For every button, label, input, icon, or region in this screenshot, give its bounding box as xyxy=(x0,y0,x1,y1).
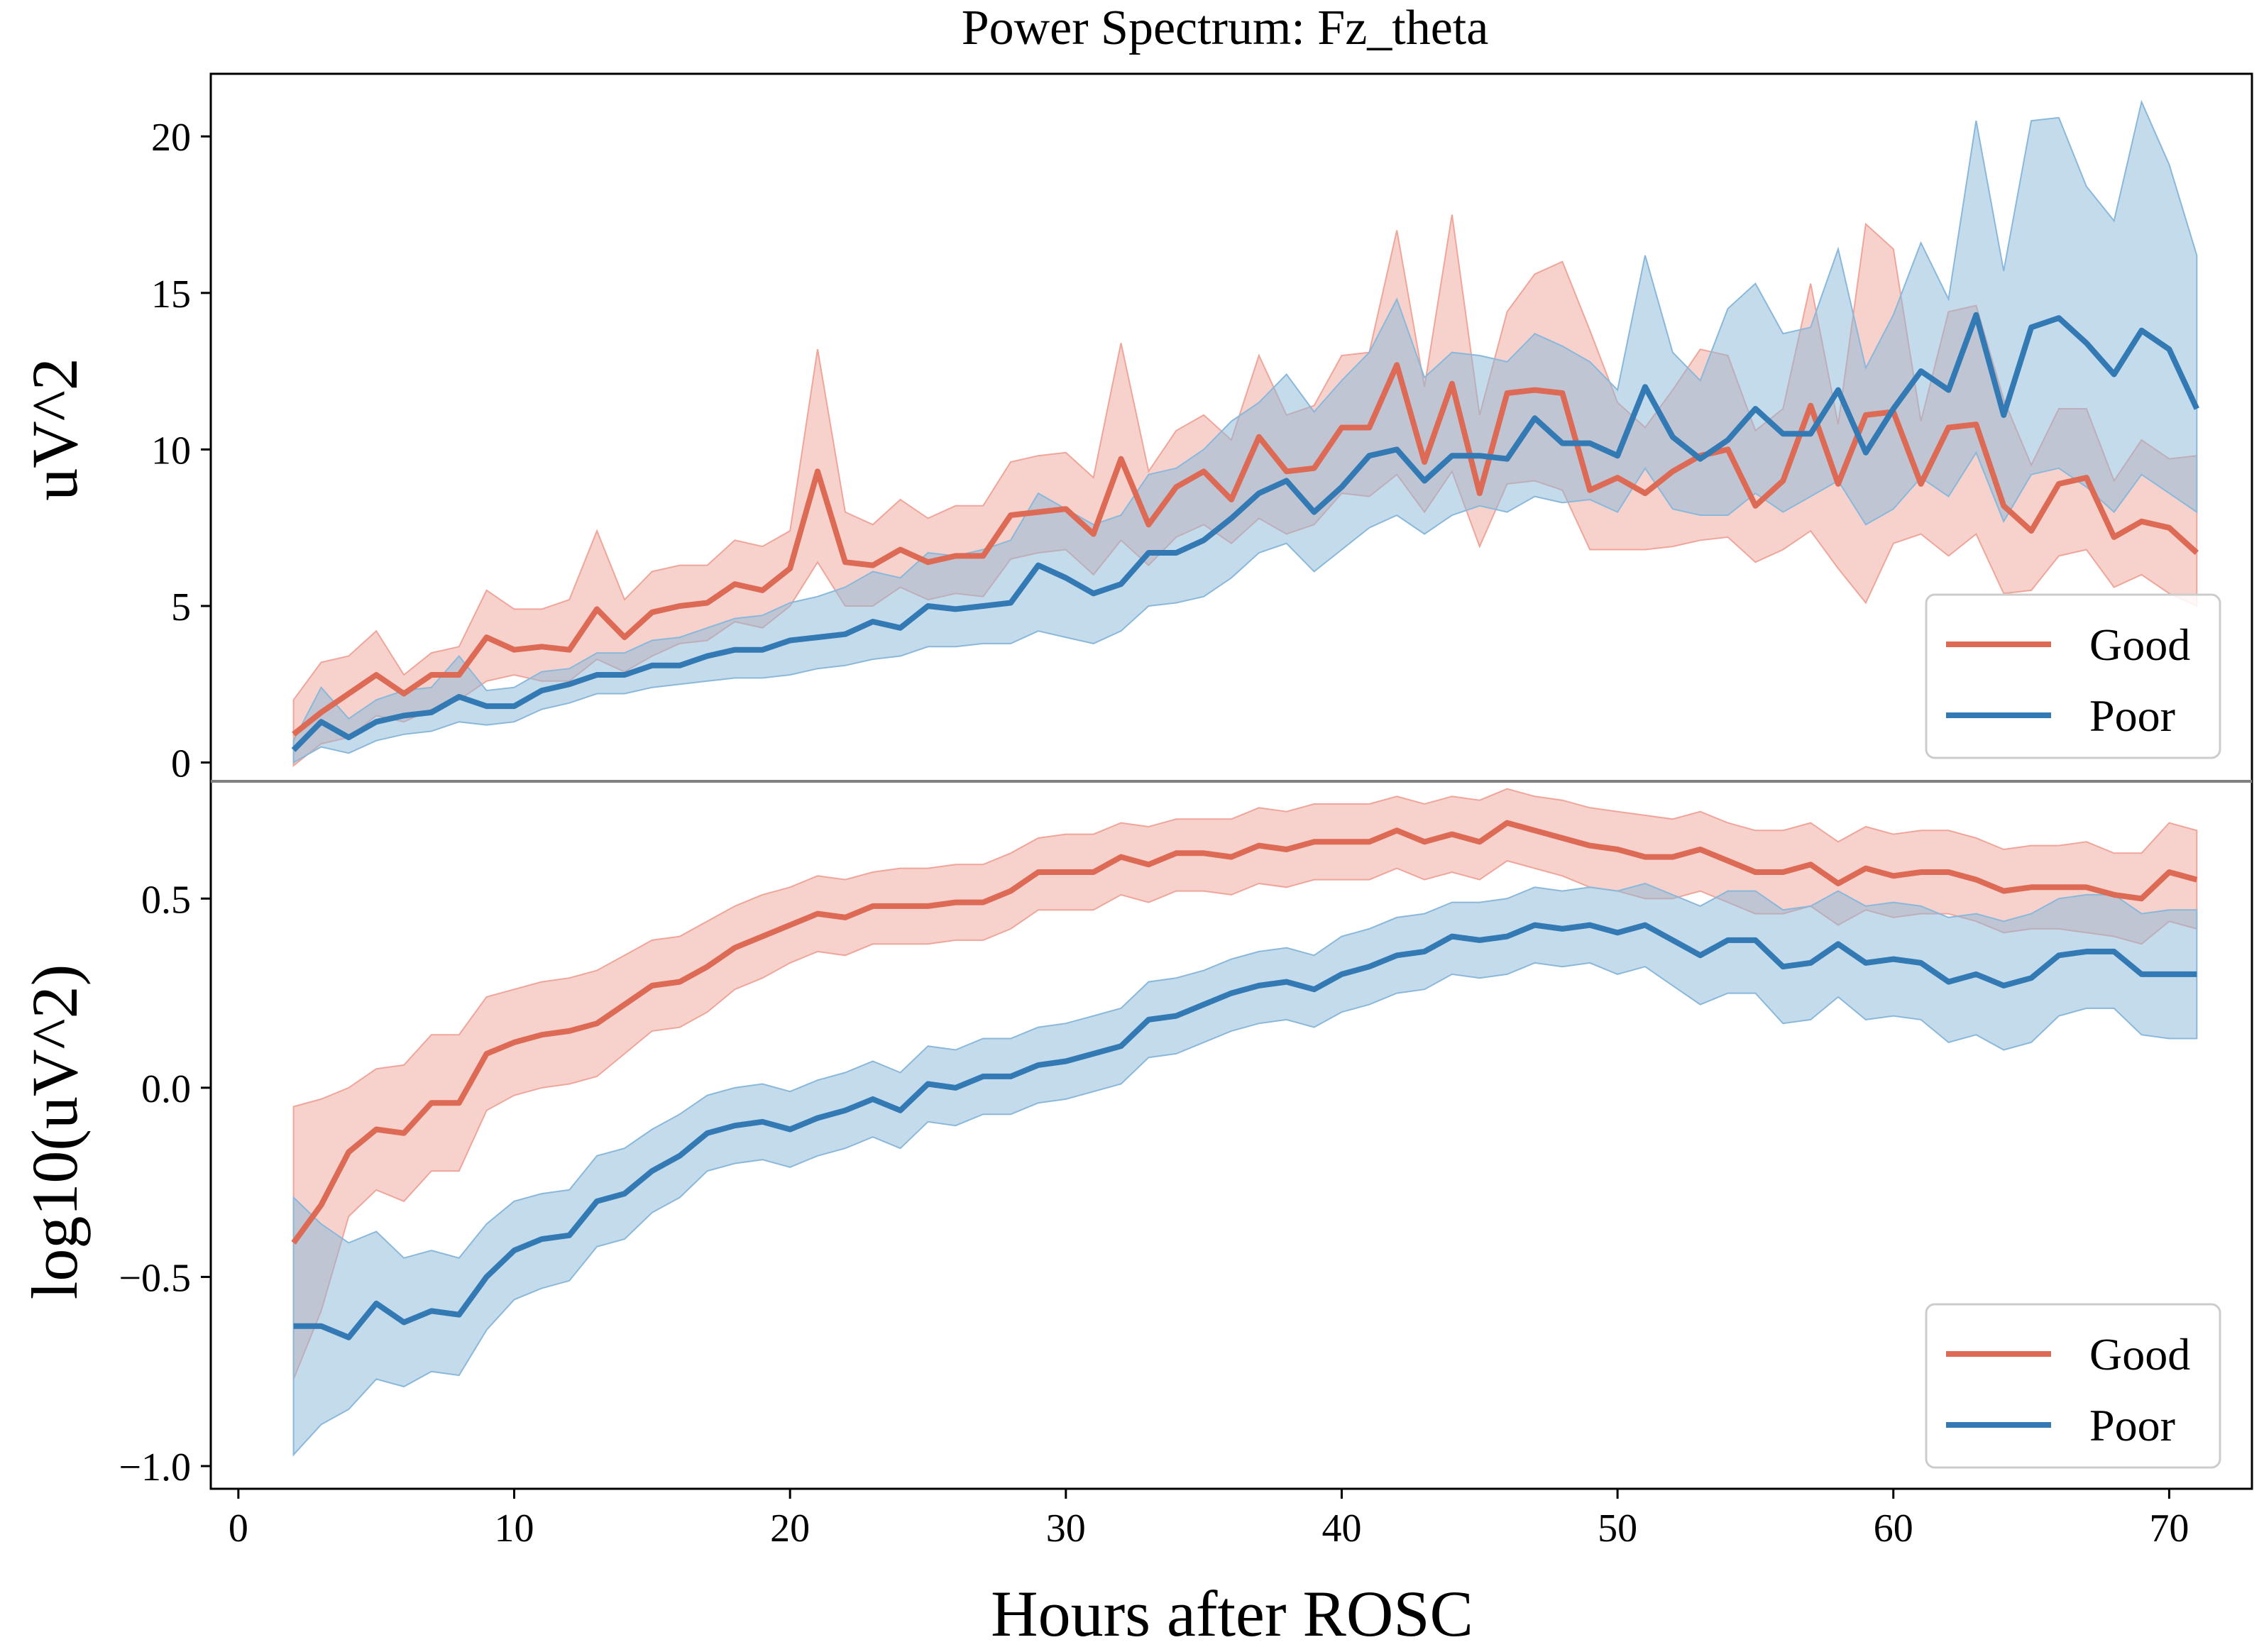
top-panel: 0 5 10 15 20 uV^2 Good Poor xyxy=(18,99,2221,786)
x-tick-label: 70 xyxy=(2149,1507,2189,1551)
top-legend: Good Poor xyxy=(1925,593,2221,759)
x-tick-label: 60 xyxy=(1874,1507,1913,1551)
top-y-ticks: 0 5 10 15 20 xyxy=(151,116,211,786)
bottom-line-poor xyxy=(293,922,2197,1340)
y-tick-label: 20 xyxy=(151,116,191,160)
y-tick-label: 0.5 xyxy=(141,878,191,922)
x-tick-label: 40 xyxy=(1321,1507,1361,1551)
bottom-panel: −1.0 −0.5 0.0 0.5 0 10 20 30 40 50 60 70 log10(uV^… xyxy=(18,788,2221,1551)
bottom-y-ticks: −1.0 −0.5 0.0 0.5 xyxy=(119,878,211,1489)
bottom-y-axis-label: log10(uV^2) xyxy=(18,964,91,1299)
x-tick-label: 0 xyxy=(229,1507,248,1551)
top-confidence-bands xyxy=(292,99,2198,767)
x-ticks: 0 10 20 30 40 50 60 70 xyxy=(229,1489,2189,1551)
bottom-band-good xyxy=(292,788,2198,1380)
y-tick-label: 5 xyxy=(171,585,191,629)
legend-label-poor: Poor xyxy=(2089,690,2175,741)
top-line-good xyxy=(292,362,2199,737)
y-tick-label: 0 xyxy=(171,742,191,786)
legend-label-good: Good xyxy=(2089,620,2190,670)
bottom-legend: Good Poor xyxy=(1925,1303,2221,1469)
legend-label-good: Good xyxy=(2089,1329,2190,1380)
chart-title: Power Spectrum: Fz_theta xyxy=(962,1,1489,55)
x-tick-label: 10 xyxy=(495,1507,534,1551)
legend-label-poor: Poor xyxy=(2089,1400,2175,1450)
y-tick-label: −0.5 xyxy=(119,1256,191,1300)
y-tick-label: −1.0 xyxy=(119,1446,191,1489)
top-band-poor xyxy=(292,99,2198,764)
x-axis-label: Hours after ROSC xyxy=(991,1577,1473,1650)
y-tick-label: 10 xyxy=(151,429,191,473)
bottom-band-poor xyxy=(292,882,2198,1457)
y-tick-label: 0.0 xyxy=(141,1067,191,1111)
top-series-lines xyxy=(291,312,2199,752)
top-y-axis-label: uV^2 xyxy=(18,358,91,501)
x-tick-label: 50 xyxy=(1598,1507,1637,1551)
bottom-confidence-bands xyxy=(292,788,2198,1457)
y-tick-label: 15 xyxy=(151,272,191,316)
bottom-line-good xyxy=(291,820,2198,1245)
x-tick-label: 30 xyxy=(1046,1507,1086,1551)
x-tick-label: 20 xyxy=(770,1507,810,1551)
top-line-poor xyxy=(291,312,2199,752)
bottom-series-lines xyxy=(291,820,2198,1340)
